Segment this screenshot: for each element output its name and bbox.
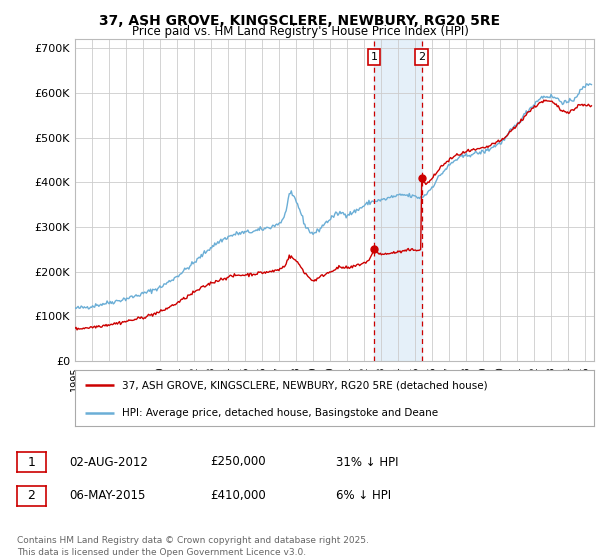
- Text: 37, ASH GROVE, KINGSCLERE, NEWBURY, RG20 5RE: 37, ASH GROVE, KINGSCLERE, NEWBURY, RG20…: [100, 14, 500, 28]
- Text: Contains HM Land Registry data © Crown copyright and database right 2025.
This d: Contains HM Land Registry data © Crown c…: [17, 536, 368, 557]
- Text: 6% ↓ HPI: 6% ↓ HPI: [336, 489, 391, 502]
- Text: 02-AUG-2012: 02-AUG-2012: [69, 455, 148, 469]
- Text: 2: 2: [27, 489, 35, 502]
- Text: £250,000: £250,000: [210, 455, 266, 469]
- Text: 2: 2: [418, 52, 425, 62]
- Text: HPI: Average price, detached house, Basingstoke and Deane: HPI: Average price, detached house, Basi…: [122, 408, 438, 418]
- Text: £410,000: £410,000: [210, 489, 266, 502]
- Text: 06-MAY-2015: 06-MAY-2015: [69, 489, 145, 502]
- Text: 1: 1: [371, 52, 377, 62]
- Bar: [374, 39, 422, 361]
- Text: Price paid vs. HM Land Registry's House Price Index (HPI): Price paid vs. HM Land Registry's House …: [131, 25, 469, 38]
- Text: 31% ↓ HPI: 31% ↓ HPI: [336, 455, 398, 469]
- Text: 1: 1: [27, 455, 35, 469]
- Text: 37, ASH GROVE, KINGSCLERE, NEWBURY, RG20 5RE (detached house): 37, ASH GROVE, KINGSCLERE, NEWBURY, RG20…: [122, 380, 487, 390]
